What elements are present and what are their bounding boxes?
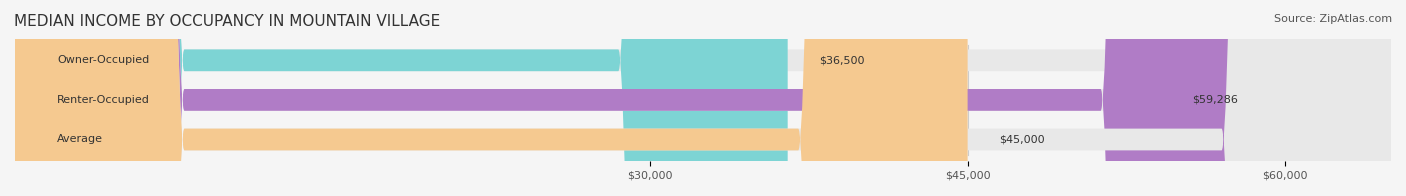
Text: MEDIAN INCOME BY OCCUPANCY IN MOUNTAIN VILLAGE: MEDIAN INCOME BY OCCUPANCY IN MOUNTAIN V… [14,14,440,29]
FancyBboxPatch shape [15,0,787,196]
Text: Renter-Occupied: Renter-Occupied [58,95,150,105]
FancyBboxPatch shape [15,0,1270,196]
FancyBboxPatch shape [15,0,967,196]
Text: Source: ZipAtlas.com: Source: ZipAtlas.com [1274,14,1392,24]
Text: $45,000: $45,000 [1000,134,1045,144]
Text: Average: Average [58,134,103,144]
FancyBboxPatch shape [15,0,1391,196]
Text: Owner-Occupied: Owner-Occupied [58,55,149,65]
FancyBboxPatch shape [15,0,1391,196]
Text: $59,286: $59,286 [1192,95,1239,105]
FancyBboxPatch shape [15,0,1391,196]
Text: $36,500: $36,500 [820,55,865,65]
